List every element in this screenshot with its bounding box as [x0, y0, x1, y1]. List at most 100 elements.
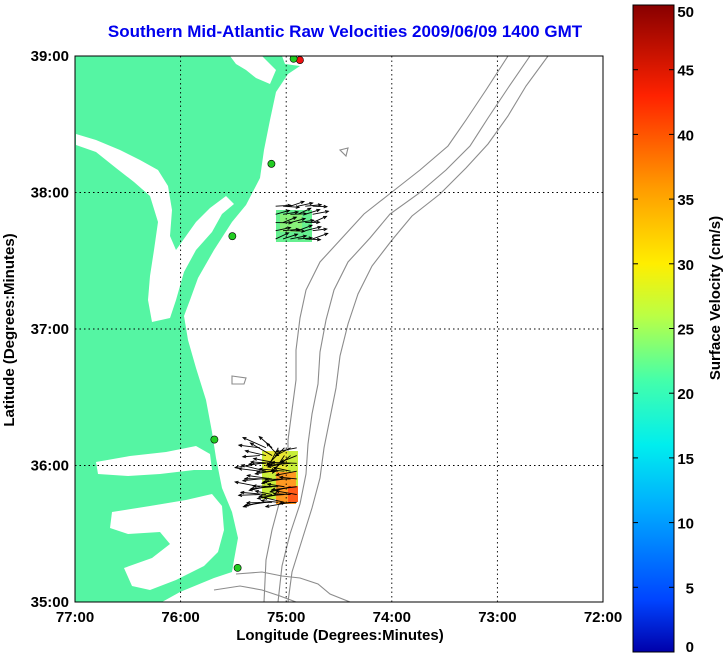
colorbar-tick-label: 50	[677, 4, 694, 21]
velocity-vector	[263, 497, 285, 503]
velocity-arrowhead	[286, 226, 292, 230]
colorbar-tick-label: 10	[677, 516, 694, 533]
velocity-arrowhead	[256, 470, 261, 474]
velocity-arrowhead	[258, 435, 263, 440]
velocity-arrowhead	[274, 489, 280, 494]
colorbar-tick-label: 35	[677, 192, 694, 209]
velocity-vector	[242, 478, 260, 482]
station-marker	[233, 563, 242, 572]
velocity-vector	[255, 490, 273, 495]
velocity-arrowhead	[310, 218, 315, 223]
velocity-arrowhead	[241, 454, 247, 459]
velocity-arrowhead	[256, 496, 262, 500]
velocity-vector	[271, 486, 297, 491]
velocity-vector	[270, 455, 291, 472]
velocity-arrowhead	[258, 494, 263, 498]
velocity-vector	[268, 447, 279, 467]
velocity-arrowhead	[254, 489, 260, 494]
velocity-arrowhead	[295, 205, 301, 209]
velocity-vector	[242, 455, 260, 458]
velocity-vector	[282, 216, 297, 223]
velocity-vector	[279, 476, 297, 480]
velocity-vector	[240, 491, 266, 496]
velocity-vector	[282, 228, 300, 232]
velocity-arrowhead	[272, 492, 278, 496]
velocity-arrowhead	[237, 467, 243, 471]
velocity-vector	[280, 455, 297, 463]
velocity-arrowhead	[265, 442, 271, 447]
velocity-arrowhead	[323, 227, 328, 232]
x-tick-label: 73:00	[478, 609, 516, 626]
colorbar-tick-label: 0	[686, 639, 694, 656]
y-axis-label: Latitude (Degrees:Minutes)	[1, 233, 18, 426]
velocity-arrowhead	[247, 462, 253, 466]
velocity-arrowhead	[285, 209, 291, 213]
velocity-arrowhead	[239, 490, 245, 495]
velocity-arrowhead	[241, 478, 247, 483]
velocity-vector	[297, 202, 313, 207]
velocity-arrowhead	[262, 479, 268, 484]
x-axis: 77:00 76:00 75:00 74:00 73:00 72:00	[56, 609, 622, 626]
velocity-vector	[297, 207, 311, 215]
velocity-arrowhead	[316, 237, 322, 242]
colorbar-tick-label: 45	[677, 63, 694, 80]
velocity-arrowhead	[316, 220, 321, 225]
x-tick-label: 74:00	[373, 609, 411, 626]
y-tick-label: 37:00	[31, 321, 69, 338]
velocity-arrowhead	[252, 457, 258, 461]
velocity-arrowhead	[278, 501, 284, 505]
plot-frame	[74, 55, 604, 603]
velocity-arrowhead	[309, 201, 314, 206]
velocity-vector	[275, 232, 289, 240]
station-marker	[210, 435, 219, 444]
velocity-arrowhead	[237, 493, 243, 497]
velocity-arrowhead	[324, 232, 329, 237]
velocity-arrowhead	[308, 224, 314, 229]
velocity-vector	[261, 500, 279, 503]
velocity-vector	[250, 442, 273, 456]
velocity-arrowhead	[317, 225, 322, 230]
velocity-arrowhead	[270, 487, 276, 492]
velocity-vector	[290, 218, 306, 223]
colorbar-tick-label: 40	[677, 127, 694, 144]
station-marker	[267, 159, 276, 168]
velocity-arrowhead	[260, 499, 265, 503]
velocity-arrowhead	[302, 234, 308, 239]
y-tick-label: 36:00	[31, 458, 69, 475]
velocity-vector	[279, 501, 297, 504]
velocity-vector	[266, 442, 279, 456]
velocity-arrowhead	[264, 477, 269, 482]
velocity-vector	[273, 467, 291, 472]
velocity-vector	[282, 233, 298, 240]
velocity-arrowhead	[274, 472, 280, 477]
velocity-arrowhead	[323, 204, 329, 209]
velocity-arrowhead	[317, 203, 323, 207]
station-marker	[296, 56, 304, 64]
velocity-vector	[271, 462, 297, 464]
grid-lines	[75, 56, 603, 602]
x-tick-label: 75:00	[267, 609, 305, 626]
velocity-vector	[238, 444, 260, 449]
velocity-vector	[305, 226, 321, 232]
colorbar	[632, 4, 675, 653]
velocity-vector	[290, 201, 305, 207]
colorbar-tick-label: 20	[677, 386, 694, 403]
x-tick-label: 72:00	[584, 609, 622, 626]
velocity-vector	[273, 493, 291, 496]
velocity-vector	[248, 462, 266, 465]
velocity-arrowhead	[252, 484, 257, 488]
x-tick-label: 77:00	[56, 609, 94, 626]
velocity-arrowhead	[269, 489, 274, 493]
pamlico-sound	[110, 494, 224, 590]
colorbar-tick-label: 30	[677, 257, 694, 274]
velocity-arrowhead	[234, 480, 239, 485]
velocity-arrowhead	[300, 200, 306, 205]
velocity-arrowhead	[262, 496, 268, 501]
chart-title: Southern Mid-Atlantic Raw Velocities 200…	[107, 22, 583, 41]
velocity-arrowhead	[244, 449, 249, 454]
velocity-vector	[297, 237, 313, 240]
x-tick-label: 76:00	[161, 609, 199, 626]
velocity-vector	[259, 494, 285, 497]
velocity-arrowhead	[294, 210, 300, 215]
